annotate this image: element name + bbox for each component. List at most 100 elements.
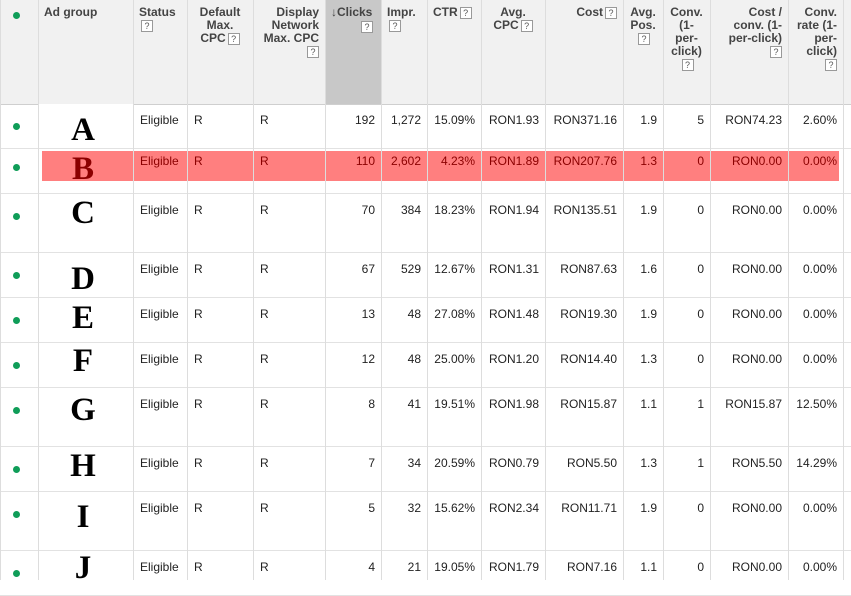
cell-clicks: 4 bbox=[368, 560, 375, 574]
help-icon[interactable]: ? bbox=[825, 58, 837, 71]
cell-display_cpc[interactable]: R bbox=[260, 352, 269, 366]
status-dot-icon[interactable] bbox=[13, 466, 20, 473]
ad-group-name[interactable]: H bbox=[70, 448, 96, 484]
cell-display_cpc[interactable]: R bbox=[260, 154, 269, 168]
cell-cost_conv: RON0.00 bbox=[731, 307, 782, 321]
column-header-avg_cpc[interactable]: Avg. CPC? bbox=[481, 0, 545, 104]
column-divider bbox=[843, 0, 844, 580]
column-header-cost_conv[interactable]: Cost / conv. (1-per-click)? bbox=[710, 0, 788, 104]
cell-conv: 0 bbox=[697, 154, 704, 168]
cell-default_cpc[interactable]: R bbox=[194, 262, 203, 276]
table-row[interactable]: E Eligible R R 13 48 27.08% RON1.48 RON19.30 1.9 0… bbox=[0, 298, 851, 343]
status-dot-icon[interactable] bbox=[13, 164, 20, 171]
help-icon[interactable]: ? bbox=[389, 19, 401, 32]
ad-group-name[interactable]: A bbox=[71, 112, 95, 148]
table-row[interactable]: H Eligible R R 7 34 20.59% RON0.79 RON5.50 1.3 1 RO… bbox=[0, 447, 851, 492]
ad-group-name[interactable]: D bbox=[71, 261, 95, 297]
column-header-ctr[interactable]: CTR? bbox=[427, 0, 481, 104]
cell-default_cpc[interactable]: R bbox=[194, 307, 203, 321]
cell-status: Eligible bbox=[140, 560, 179, 574]
cell-clicks: 7 bbox=[368, 456, 375, 470]
ad-group-name[interactable]: B bbox=[71, 151, 94, 187]
ad-group-name[interactable]: F bbox=[72, 343, 94, 379]
cell-impr: 48 bbox=[407, 307, 421, 321]
cell-ctr: 20.59% bbox=[434, 456, 475, 470]
help-icon[interactable]: ? bbox=[307, 45, 319, 58]
status-dot-icon[interactable] bbox=[13, 570, 20, 577]
cell-avg_pos: 1.6 bbox=[640, 262, 657, 276]
cell-default_cpc[interactable]: R bbox=[194, 352, 203, 366]
cell-ctr: 19.05% bbox=[434, 560, 475, 574]
column-header-display_cpc[interactable]: Display Network Max. CPC? bbox=[253, 0, 325, 104]
column-header-status[interactable]: Status? bbox=[133, 0, 187, 104]
cell-default_cpc[interactable]: R bbox=[194, 203, 203, 217]
status-dot-icon[interactable] bbox=[13, 272, 20, 279]
help-icon[interactable]: ? bbox=[638, 32, 650, 45]
table-row[interactable]: D Eligible R R 67 529 12.67% RON1.31 RON87.63 1.6… bbox=[0, 253, 851, 298]
table-row[interactable]: A Eligible R R 192 1,272 15.09% RON1.93 RON371.1… bbox=[0, 104, 851, 149]
column-header-label: Cost / conv. (1-per-click) bbox=[728, 5, 782, 45]
cell-display_cpc[interactable]: R bbox=[260, 560, 269, 574]
status-dot-icon[interactable] bbox=[13, 407, 20, 414]
help-icon[interactable]: ? bbox=[770, 45, 782, 58]
cell-avg_cpc: RON1.93 bbox=[488, 113, 539, 127]
cell-display_cpc[interactable]: R bbox=[260, 397, 269, 411]
help-icon[interactable]: ? bbox=[227, 32, 240, 45]
status-dot-icon[interactable] bbox=[13, 317, 20, 324]
column-divider bbox=[187, 0, 188, 580]
column-header-label: Cost bbox=[576, 5, 603, 19]
column-header-adgroup[interactable]: Ad group bbox=[38, 0, 133, 104]
cell-display_cpc[interactable]: R bbox=[260, 501, 269, 515]
status-dot-icon[interactable] bbox=[13, 123, 20, 130]
cell-default_cpc[interactable]: R bbox=[194, 113, 203, 127]
cell-display_cpc[interactable]: R bbox=[260, 262, 269, 276]
column-header-impr[interactable]: Impr.? bbox=[381, 0, 427, 104]
column-header-default_cpc[interactable]: Default Max. CPC? bbox=[187, 0, 253, 104]
cell-impr: 41 bbox=[407, 397, 421, 411]
cell-cost: RON135.51 bbox=[553, 203, 617, 217]
help-icon[interactable]: ? bbox=[605, 6, 617, 19]
cell-avg_cpc: RON1.31 bbox=[488, 262, 539, 276]
cell-conv_rate: 0.00% bbox=[802, 262, 837, 276]
cell-impr: 384 bbox=[400, 203, 421, 217]
cell-cost: RON7.16 bbox=[566, 560, 617, 574]
cell-display_cpc[interactable]: R bbox=[260, 307, 269, 321]
cell-display_cpc[interactable]: R bbox=[260, 113, 269, 127]
cell-avg_cpc: RON0.79 bbox=[488, 456, 539, 470]
ad-group-name[interactable]: E bbox=[71, 300, 94, 336]
table-row[interactable]: I Eligible R R 5 32 15.62% RON2.34 RON11.71 1.9 0 R… bbox=[0, 492, 851, 551]
column-header-cost[interactable]: Cost? bbox=[545, 0, 623, 104]
table-row[interactable]: G Eligible R R 8 41 19.51% RON1.98 RON15.87 1.1 1 R… bbox=[0, 388, 851, 447]
column-header-conv[interactable]: Conv. (1-per-click)? bbox=[663, 0, 710, 104]
cell-conv: 1 bbox=[697, 397, 704, 411]
table-row[interactable]: F Eligible R R 12 48 25.00% RON1.20 RON14.40 1.3 0… bbox=[0, 343, 851, 388]
cell-ctr: 15.62% bbox=[434, 501, 475, 515]
help-icon[interactable]: ? bbox=[520, 19, 533, 32]
ad-group-name[interactable]: J bbox=[74, 550, 92, 586]
cell-default_cpc[interactable]: R bbox=[194, 397, 203, 411]
column-header-avg_pos[interactable]: Avg. Pos.? bbox=[623, 0, 663, 104]
cell-default_cpc[interactable]: R bbox=[194, 154, 203, 168]
status-dot-icon[interactable] bbox=[13, 362, 20, 369]
table-row[interactable]: C Eligible R R 70 384 18.23% RON1.94 RON135.51 1.… bbox=[0, 194, 851, 253]
cell-default_cpc[interactable]: R bbox=[194, 560, 203, 574]
help-icon[interactable]: ? bbox=[681, 58, 694, 71]
cell-display_cpc[interactable]: R bbox=[260, 203, 269, 217]
cell-default_cpc[interactable]: R bbox=[194, 501, 203, 515]
cell-default_cpc[interactable]: R bbox=[194, 456, 203, 470]
column-header-label: CTR bbox=[433, 5, 458, 19]
column-header-conv_rate[interactable]: Conv. rate (1-per-click)? bbox=[788, 0, 843, 104]
help-icon[interactable]: ? bbox=[361, 21, 373, 33]
status-dot-icon[interactable] bbox=[13, 511, 20, 518]
cell-display_cpc[interactable]: R bbox=[260, 456, 269, 470]
help-icon[interactable]: ? bbox=[141, 19, 153, 32]
help-icon[interactable]: ? bbox=[459, 6, 472, 19]
status-dot-icon[interactable] bbox=[13, 213, 20, 220]
column-header-clicks[interactable]: ↓Clicks? bbox=[325, 0, 381, 104]
ad-group-name[interactable]: C bbox=[71, 195, 95, 231]
ad-group-name[interactable]: I bbox=[76, 499, 90, 535]
table-row[interactable]: J Eligible R R 4 21 19.05% RON1.79 RON7.16 1.1 0 RO… bbox=[0, 550, 851, 596]
ad-group-name[interactable]: G bbox=[70, 392, 96, 428]
cell-cost_conv: RON0.00 bbox=[731, 154, 782, 168]
table-row[interactable]: B Eligible R R 110 2,602 4.23% RON1.89 RON207.76… bbox=[0, 149, 851, 194]
